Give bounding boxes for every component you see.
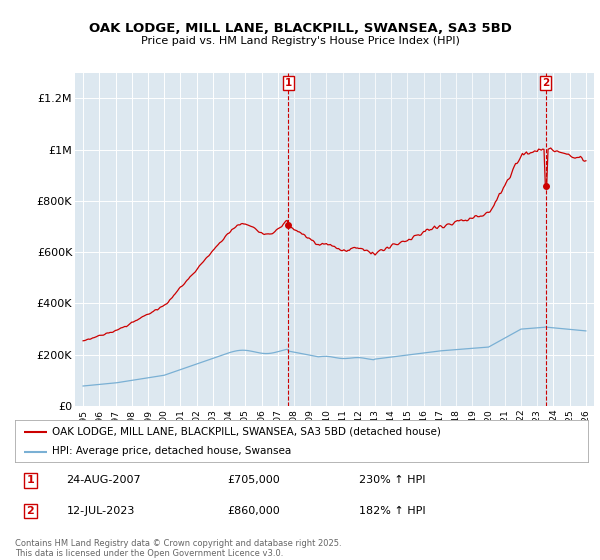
- Text: 24-AUG-2007: 24-AUG-2007: [67, 475, 141, 485]
- Text: Price paid vs. HM Land Registry's House Price Index (HPI): Price paid vs. HM Land Registry's House …: [140, 36, 460, 46]
- Text: 1: 1: [284, 78, 292, 88]
- Text: OAK LODGE, MILL LANE, BLACKPILL, SWANSEA, SA3 5BD: OAK LODGE, MILL LANE, BLACKPILL, SWANSEA…: [89, 22, 511, 35]
- Text: £705,000: £705,000: [227, 475, 280, 485]
- Text: 12-JUL-2023: 12-JUL-2023: [67, 506, 135, 516]
- Text: 1: 1: [26, 475, 34, 485]
- Text: 2: 2: [26, 506, 34, 516]
- Text: HPI: Average price, detached house, Swansea: HPI: Average price, detached house, Swan…: [52, 446, 292, 456]
- Text: 2: 2: [542, 78, 550, 88]
- Text: OAK LODGE, MILL LANE, BLACKPILL, SWANSEA, SA3 5BD (detached house): OAK LODGE, MILL LANE, BLACKPILL, SWANSEA…: [52, 427, 441, 437]
- Bar: [288, 73, 546, 406]
- Text: £860,000: £860,000: [227, 506, 280, 516]
- Text: 182% ↑ HPI: 182% ↑ HPI: [359, 506, 425, 516]
- Text: Contains HM Land Registry data © Crown copyright and database right 2025.
This d: Contains HM Land Registry data © Crown c…: [15, 539, 341, 558]
- Text: 230% ↑ HPI: 230% ↑ HPI: [359, 475, 425, 485]
